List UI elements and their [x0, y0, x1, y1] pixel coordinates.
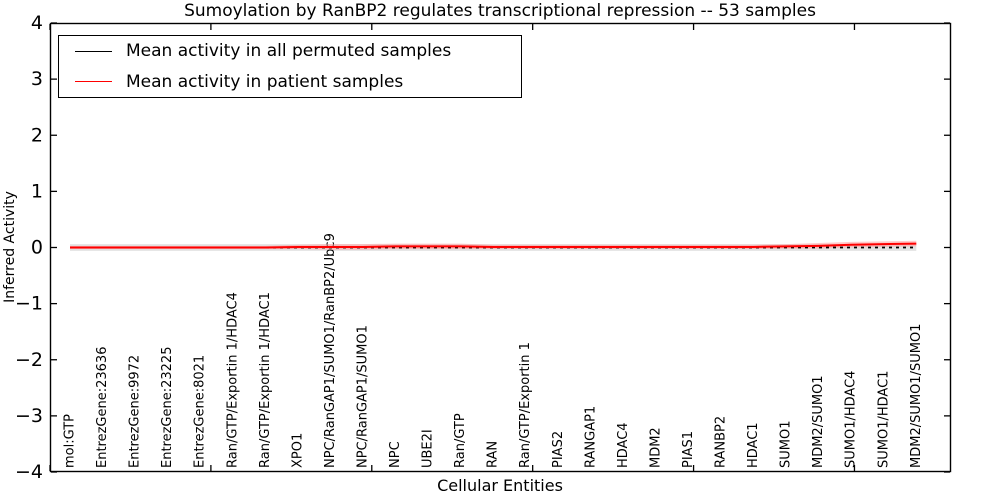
category-label: Ran/GTP/Exportin 1 [518, 342, 533, 468]
axes-border [49, 22, 952, 473]
category-label: RAN [486, 441, 501, 468]
category-label: EntrezGene:8021 [193, 355, 208, 468]
category-label: HDAC1 [746, 422, 761, 468]
category-label: EntrezGene:9972 [128, 355, 143, 468]
category-label: MDM2 [648, 427, 663, 468]
category-label: NPC [388, 441, 403, 468]
category-label: EntrezGene:23636 [95, 347, 110, 468]
y-tick-label: 0 [31, 237, 43, 259]
legend-label-permuted: Mean activity in all permuted samples [126, 41, 452, 62]
category-label: EntrezGene:23225 [160, 347, 175, 468]
y-tick-label: −2 [15, 349, 43, 371]
category-label: MDM2/SUMO1/SUMO1 [909, 324, 924, 468]
legend-line-sample-permuted [75, 50, 112, 52]
legend-line-sample-patient [75, 81, 112, 83]
y-tick-label: 3 [31, 68, 43, 90]
category-label: XPO1 [290, 433, 305, 468]
y-tick-label: 1 [31, 180, 43, 202]
patient-mean-line [70, 242, 917, 249]
category-label: SUMO1/HDAC4 [844, 371, 859, 468]
legend-label-patient: Mean activity in patient samples [126, 71, 404, 92]
y-tick-label: −1 [15, 293, 43, 315]
category-label: NPC/RanGAP1/SUMO1/RanBP2/Ubc9 [323, 233, 338, 468]
y-tick-label: −3 [15, 405, 43, 427]
category-label: mol:GTP [63, 414, 78, 468]
category-label: HDAC4 [616, 422, 631, 468]
legend: Mean activity in all permuted samples Me… [58, 35, 522, 98]
category-label: UBE2I [421, 429, 436, 468]
category-label: MDM2/SUMO1 [811, 375, 826, 468]
category-label: PIAS2 [551, 431, 566, 468]
x-axis-label: Cellular Entities [437, 476, 563, 495]
y-tick-label: 2 [31, 124, 43, 146]
category-label: SUMO1/HDAC1 [876, 371, 891, 468]
legend-entry-patient: Mean activity in patient samples [59, 68, 521, 96]
legend-entry-permuted: Mean activity in all permuted samples [59, 37, 521, 65]
category-label: RANBP2 [714, 416, 729, 468]
y-tick-label: −4 [15, 461, 43, 483]
category-label: NPC/RanGAP1/SUMO1 [355, 325, 370, 468]
category-label: Ran/GTP/Exportin 1/HDAC4 [225, 292, 240, 468]
category-label: SUMO1 [779, 421, 794, 469]
category-label: RANGAP1 [583, 406, 598, 468]
category-label: Ran/GTP/Exportin 1/HDAC1 [258, 292, 273, 468]
category-label: PIAS1 [681, 431, 696, 468]
y-tick-label: 4 [31, 12, 43, 34]
category-label: Ran/GTP [453, 413, 468, 468]
chart-title: Sumoylation by RanBP2 regulates transcri… [184, 1, 816, 21]
